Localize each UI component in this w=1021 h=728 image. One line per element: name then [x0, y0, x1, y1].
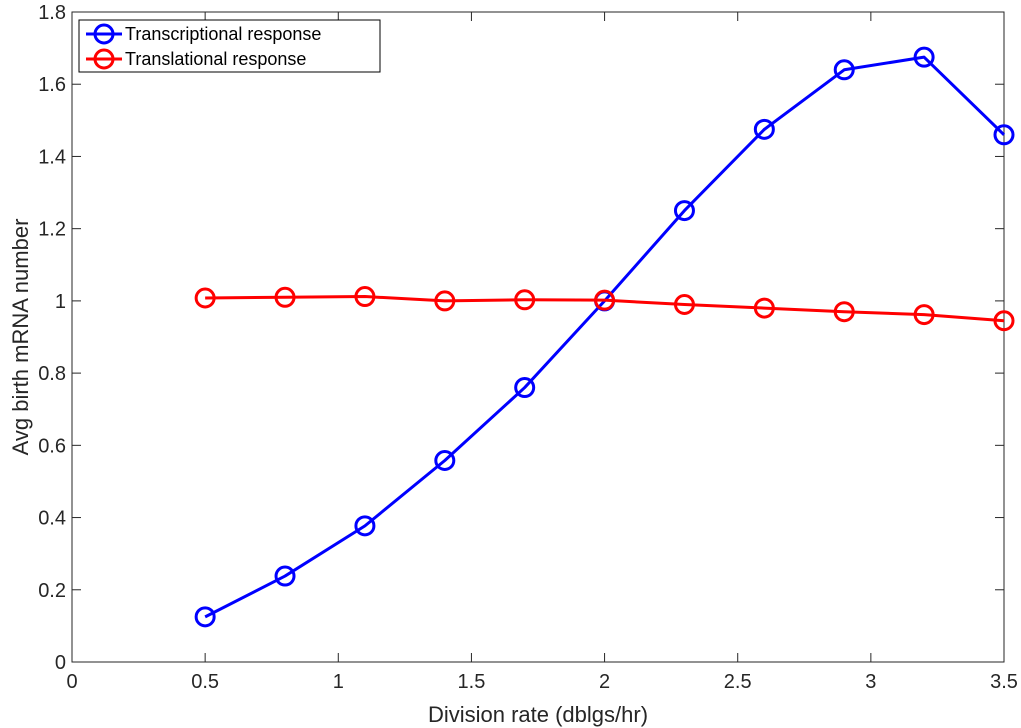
- x-tick-label: 0: [66, 671, 77, 693]
- legend-label: Transcriptional response: [125, 24, 321, 44]
- data-point: [194, 287, 216, 309]
- data-point: [673, 294, 695, 315]
- x-tick-label: 3.5: [990, 671, 1018, 693]
- data-point: [913, 304, 935, 326]
- plot-frame: [71, 11, 1005, 663]
- y-tick-label: 1.8: [38, 2, 66, 24]
- series-translational: [194, 286, 1015, 332]
- x-tick-label: 2.5: [724, 671, 752, 693]
- x-tick-label: 1.5: [458, 671, 486, 693]
- data-point: [514, 289, 536, 311]
- legend-marker: [93, 23, 115, 45]
- data-point: [913, 46, 935, 68]
- y-tick-label: 1.2: [38, 219, 66, 241]
- data-point: [753, 297, 775, 319]
- data-point: [354, 515, 376, 537]
- series-layer: [194, 46, 1015, 628]
- data-point: [434, 290, 456, 312]
- y-axis-title: Avg birth mRNA number: [8, 219, 33, 456]
- x-tick-label: 1: [333, 671, 344, 693]
- data-point: [354, 286, 376, 308]
- data-point: [274, 565, 296, 587]
- legend-label: Translational response: [125, 49, 306, 69]
- y-tick-label: 0.6: [38, 435, 66, 457]
- y-tick-label: 0: [55, 652, 66, 674]
- x-tick-label: 2: [599, 671, 610, 693]
- data-point: [993, 310, 1015, 332]
- x-tick-label: 0.5: [191, 671, 219, 693]
- data-point: [594, 289, 616, 311]
- y-tick-label: 0.8: [38, 363, 66, 385]
- data-point: [434, 450, 456, 471]
- x-tick-label: 3: [865, 671, 876, 693]
- y-tick-label: 1: [55, 291, 66, 313]
- data-point: [514, 377, 536, 399]
- y-tick-label: 1.6: [38, 74, 66, 96]
- legend-box: [78, 19, 381, 73]
- legend-marker: [93, 48, 115, 70]
- legend: Transcriptional response Translational re…: [78, 19, 381, 73]
- y-tick-label: 0.4: [38, 508, 66, 530]
- y-tick-label: 1.4: [38, 146, 66, 168]
- data-point: [274, 286, 296, 308]
- data-point: [993, 124, 1015, 146]
- data-point: [833, 301, 855, 323]
- data-point: [673, 200, 695, 222]
- plot-area: [71, 11, 1005, 663]
- axis-ticks: 0 0.5 1 1.5 2 2.5 3 3.5 0 0.2 0.4 0.6 0.8 1 1.2 1.4 1.6 1…: [38, 2, 1018, 693]
- y-tick-label: 0.2: [38, 580, 66, 602]
- data-point: [753, 118, 775, 140]
- data-point: [833, 59, 855, 81]
- series-line: [205, 295, 1005, 323]
- x-axis-title: Division rate (dblgs/hr): [428, 702, 648, 727]
- data-point: [194, 606, 216, 628]
